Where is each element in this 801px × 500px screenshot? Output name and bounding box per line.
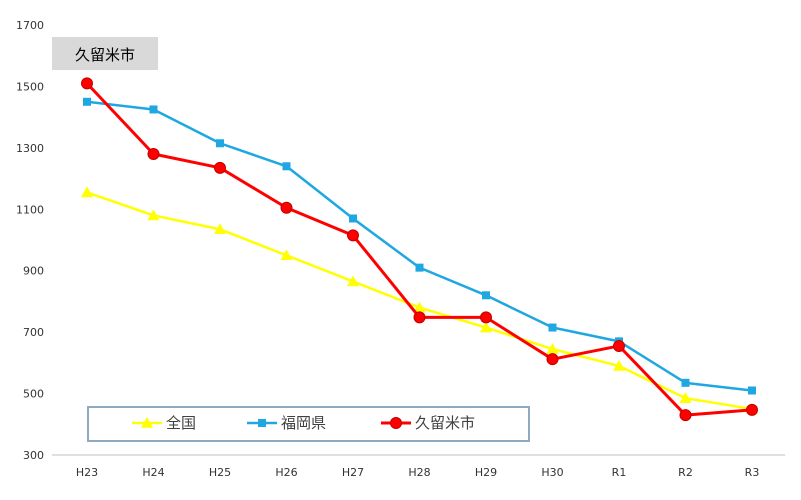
data-point — [413, 301, 426, 313]
series-line — [86, 100, 753, 392]
data-point — [280, 249, 293, 261]
x-tick-label: R2 — [678, 466, 693, 479]
series-layer — [81, 77, 758, 422]
data-point — [149, 105, 158, 114]
x-tick-label: H28 — [408, 466, 430, 479]
y-tick-label: 700 — [23, 326, 44, 339]
data-point — [282, 162, 291, 171]
title-background — [52, 37, 158, 70]
y-tick-label: 900 — [23, 265, 44, 278]
x-tick-label: H27 — [342, 466, 364, 479]
chart-title-box: 久留米市 — [52, 37, 158, 70]
data-point — [347, 275, 359, 287]
series-3 — [81, 77, 758, 422]
legend-item: 久留米市 — [381, 414, 475, 432]
axis-layer: 300 500 700 900 1100 1300 1500 1700 H23 H24 H25 H26… — [16, 19, 785, 479]
data-point — [482, 291, 490, 300]
data-point — [415, 263, 424, 272]
data-point — [746, 403, 758, 416]
x-tick-label: H23 — [76, 466, 98, 479]
data-point — [613, 359, 625, 371]
data-point — [347, 229, 359, 242]
series-2 — [83, 97, 756, 395]
x-tick-label: R3 — [745, 466, 760, 479]
legend-label: 福岡県 — [281, 414, 326, 432]
data-point — [613, 339, 625, 352]
data-point — [83, 97, 91, 106]
legend-label: 全国 — [166, 414, 196, 432]
data-point — [349, 214, 357, 223]
y-tick-label: 1300 — [16, 142, 44, 155]
data-point — [147, 209, 160, 221]
data-point — [280, 201, 293, 214]
legend-marker — [141, 417, 153, 428]
data-point — [546, 353, 559, 366]
legend: 全国 福岡県 久留米市 — [87, 406, 530, 442]
legend-item: 福岡県 — [247, 414, 326, 432]
data-point — [214, 223, 226, 235]
data-point — [147, 148, 160, 160]
data-point — [546, 343, 559, 354]
data-point — [81, 77, 93, 90]
x-tick-label: H30 — [541, 466, 563, 479]
data-point — [548, 323, 557, 332]
legend-label: 久留米市 — [415, 414, 475, 432]
data-point — [480, 311, 492, 324]
data-point — [679, 409, 692, 422]
data-point — [748, 386, 756, 395]
y-tick-label: 1700 — [16, 19, 44, 32]
x-tick-label: H26 — [275, 466, 297, 479]
x-tick-label: H29 — [475, 466, 497, 479]
data-point — [214, 161, 226, 174]
y-tick-label: 500 — [23, 388, 44, 401]
y-tick-label: 1500 — [16, 80, 44, 93]
series-line — [85, 82, 753, 417]
legend-marker — [390, 417, 402, 429]
series-1 — [81, 186, 758, 414]
y-tick-label: 300 — [23, 449, 44, 462]
legend-item: 全国 — [132, 414, 196, 432]
x-tick-label: H24 — [142, 466, 164, 479]
data-point — [480, 321, 492, 333]
y-tick-label: 1100 — [16, 203, 44, 216]
data-point — [81, 186, 93, 198]
data-point — [216, 139, 224, 148]
data-point — [679, 392, 692, 403]
legend-marker — [258, 419, 266, 427]
data-point — [681, 378, 690, 387]
data-point — [413, 311, 426, 324]
series-line — [86, 191, 753, 411]
x-tick-label: R1 — [612, 466, 627, 479]
chart-title: 久留米市 — [75, 46, 135, 64]
x-tick-label: H25 — [209, 466, 231, 479]
